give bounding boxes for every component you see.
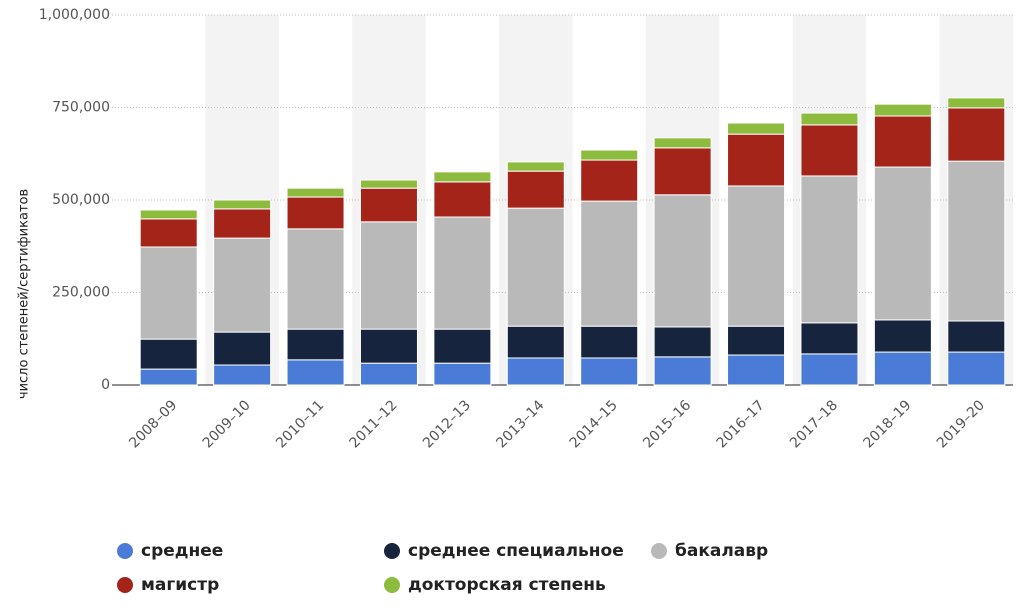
- bar-segment: [359, 328, 418, 364]
- bar-segment: [873, 103, 932, 117]
- bar-segment: [653, 356, 712, 386]
- bar-segment: [727, 185, 786, 327]
- bar-segment: [213, 237, 272, 333]
- bar-segment: [213, 199, 272, 210]
- bar-segment: [873, 115, 932, 168]
- x-tick-label: 2009–10: [200, 397, 254, 451]
- bar-segment: [359, 187, 418, 223]
- bar-segment: [139, 209, 198, 220]
- bar-segment: [359, 179, 418, 189]
- bar-segment: [873, 319, 932, 353]
- bar-segment: [286, 359, 345, 386]
- bar-segment: [653, 137, 712, 149]
- bar-segment: [506, 170, 565, 209]
- bar-segment: [506, 325, 565, 359]
- bar-segment: [286, 196, 345, 230]
- bar-segment: [580, 159, 639, 202]
- legend-label: бакалавр: [675, 541, 768, 561]
- bar-segment: [873, 166, 932, 321]
- x-tick-label: 2012–13: [420, 397, 474, 451]
- bar-segment: [653, 194, 712, 328]
- y-tick-label: 750,000: [52, 100, 110, 116]
- bar-segment: [727, 122, 786, 135]
- bar-segment: [433, 171, 492, 183]
- bar-segment: [800, 124, 859, 177]
- bar-segment: [653, 326, 712, 358]
- bar-segment: [800, 353, 859, 386]
- x-tick-label: 2010–11: [273, 397, 327, 451]
- legend-label: докторская степень: [408, 575, 606, 595]
- y-tick-label: 250,000: [52, 285, 110, 301]
- bar-segment: [580, 149, 639, 161]
- bar-segment: [213, 208, 272, 239]
- legend-marker: [117, 543, 133, 559]
- x-tick-label: 2015–16: [640, 397, 694, 451]
- bar-segment: [286, 228, 345, 330]
- bar-segment: [947, 351, 1006, 386]
- y-axis-label: число степеней/сертификатов: [17, 189, 32, 399]
- bar-segment: [139, 368, 198, 386]
- bar-segment: [506, 207, 565, 327]
- bar-segment: [359, 362, 418, 386]
- bar-segment: [213, 364, 272, 386]
- bar-segment: [359, 221, 418, 330]
- x-tick-label: 2008–09: [126, 397, 180, 451]
- bar-segment: [506, 161, 565, 172]
- x-tick-label: 2016–17: [714, 397, 768, 451]
- x-tick-label: 2018–19: [860, 397, 914, 451]
- bar-segment: [727, 325, 786, 356]
- x-tick-label: 2017–18: [787, 397, 841, 451]
- bar-segment: [139, 218, 198, 248]
- legend-marker: [117, 577, 133, 593]
- bar-segment: [580, 325, 639, 359]
- legend-marker: [651, 543, 667, 559]
- bar-segment: [653, 147, 712, 196]
- legend-marker: [384, 577, 400, 593]
- bar-segment: [727, 354, 786, 386]
- y-tick-label: 0: [101, 377, 110, 393]
- bar-segment: [433, 181, 492, 218]
- bar-segment: [433, 216, 492, 330]
- bar-segment: [139, 338, 198, 370]
- y-tick-label: 1,000,000: [39, 7, 110, 23]
- bar-segment: [433, 362, 492, 386]
- x-tick-label: 2019–20: [934, 397, 988, 451]
- x-tick-label: 2011–12: [347, 397, 401, 451]
- bar-segment: [580, 200, 639, 327]
- legend-label: среднее специальное: [408, 541, 624, 561]
- bar-segment: [947, 107, 1006, 162]
- bar-segment: [433, 328, 492, 364]
- bar-segment: [286, 328, 345, 361]
- bar-segment: [947, 160, 1006, 322]
- bar-segment: [727, 133, 786, 187]
- bar-segment: [800, 112, 859, 126]
- bar-segment: [947, 97, 1006, 109]
- legend-label: среднее: [141, 541, 223, 561]
- bar-segment: [213, 331, 272, 366]
- bar-segment: [800, 322, 859, 355]
- bar-segment: [580, 357, 639, 386]
- bar-segment: [947, 320, 1006, 353]
- x-tick-label: 2014–15: [567, 397, 621, 451]
- bar-segment: [139, 246, 198, 340]
- bar-segment: [800, 175, 859, 324]
- bar-segment: [506, 357, 565, 386]
- legend-label: магистр: [141, 575, 219, 595]
- bar-segment: [873, 351, 932, 386]
- x-tick-label: 2013–14: [493, 397, 547, 451]
- y-tick-label: 500,000: [52, 192, 110, 208]
- bar-segment: [286, 187, 345, 198]
- legend-marker: [384, 543, 400, 559]
